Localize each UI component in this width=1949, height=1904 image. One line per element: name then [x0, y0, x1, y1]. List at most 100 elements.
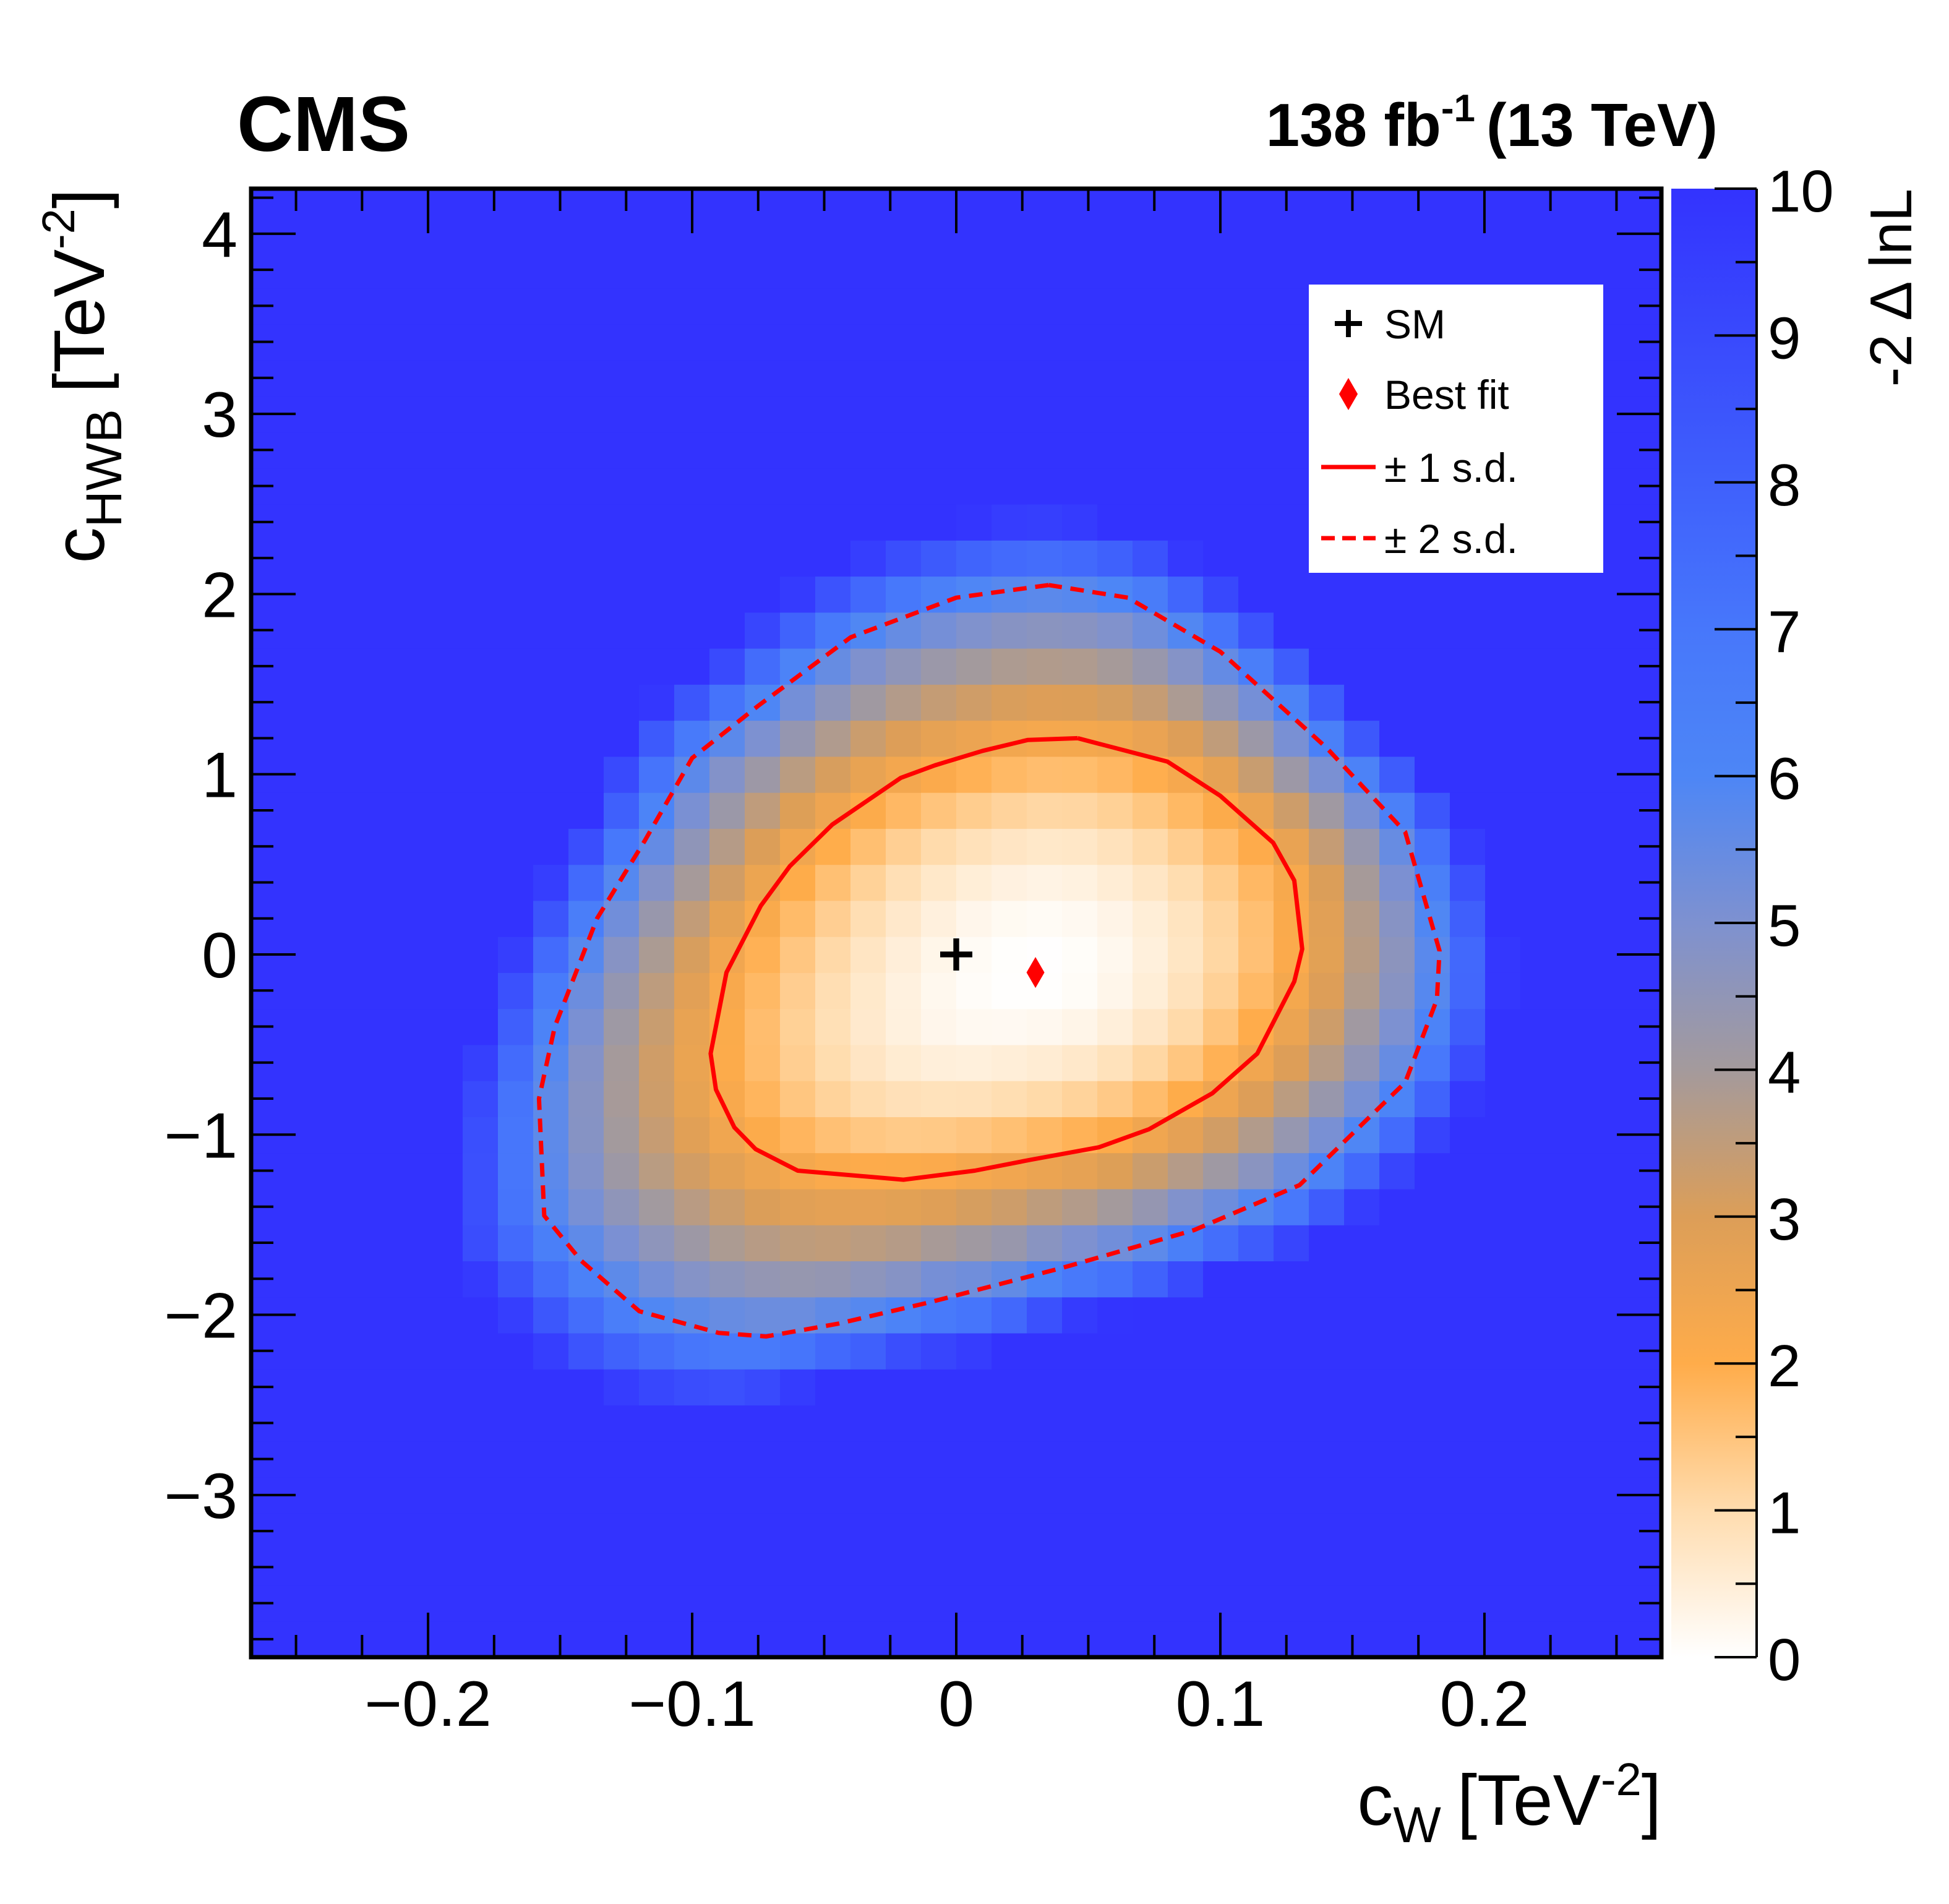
heatmap-cell: [427, 720, 463, 757]
heatmap-cell: [1485, 648, 1521, 685]
heatmap-cell: [1274, 792, 1309, 829]
heatmap-cell: [674, 252, 710, 289]
heatmap-cell: [1309, 792, 1345, 829]
heatmap-cell: [1485, 252, 1521, 289]
heatmap-cell: [1309, 1477, 1345, 1514]
heatmap-cell: [1238, 720, 1274, 757]
heatmap-cell: [1274, 648, 1309, 685]
heatmap-cell: [604, 540, 640, 577]
heatmap-cell: [1591, 1224, 1627, 1261]
heatmap-cell: [463, 864, 499, 901]
heatmap-cell: [1168, 648, 1204, 685]
heatmap-cell: [780, 1188, 816, 1225]
heatmap-cell: [1450, 1224, 1486, 1261]
heatmap-cell: [921, 1297, 957, 1334]
heatmap-cell: [850, 720, 886, 757]
heatmap-cell: [1133, 189, 1168, 217]
heatmap-cell: [780, 1585, 816, 1622]
heatmap-cell: [463, 468, 499, 505]
heatmap-cell: [1062, 189, 1098, 217]
heatmap-cell: [1591, 900, 1627, 937]
heatmap-cell: [1168, 359, 1204, 397]
heatmap-cell: [1379, 215, 1415, 252]
heatmap-cell: [1450, 1585, 1486, 1622]
heatmap-cell: [498, 215, 534, 252]
heatmap-cell: [533, 1549, 569, 1586]
heatmap-cell: [1450, 1368, 1486, 1405]
heatmap-cell: [604, 1080, 640, 1117]
x-tick-label: 0.2: [1440, 1668, 1530, 1740]
heatmap-cell: [709, 1224, 745, 1261]
heatmap-cell: [1062, 252, 1098, 289]
heatmap-cell: [533, 189, 569, 217]
heatmap-cell: [850, 1117, 886, 1154]
heatmap-cell: [1379, 1224, 1415, 1261]
heatmap-cell: [1203, 1332, 1239, 1370]
heatmap-cell: [1379, 1008, 1415, 1045]
heatmap-cell: [1062, 1044, 1098, 1081]
heatmap-cell: [1168, 900, 1204, 937]
heatmap-cell: [674, 468, 710, 505]
heatmap-cell: [357, 324, 393, 361]
heatmap-cell: [533, 1513, 569, 1550]
heatmap-cell: [886, 828, 922, 865]
heatmap-cell: [1520, 936, 1556, 973]
heatmap-cell: [1062, 756, 1098, 793]
heatmap-cell: [992, 540, 1027, 577]
heatmap-cell: [322, 1297, 358, 1334]
heatmap-cell: [709, 324, 745, 361]
heatmap-cell: [1238, 468, 1274, 505]
heatmap-cell: [498, 864, 534, 901]
heatmap-cell: [709, 1513, 745, 1550]
heatmap-cell: [921, 1585, 957, 1622]
heatmap-cell: [1450, 864, 1486, 901]
heatmap-cell: [1133, 720, 1168, 757]
heatmap-cell: [745, 1297, 781, 1334]
heatmap-cell: [1591, 720, 1627, 757]
heatmap-cell: [815, 288, 851, 325]
heatmap-cell: [674, 324, 710, 361]
heatmap-cell: [498, 1368, 534, 1405]
heatmap-cell: [815, 252, 851, 289]
heatmap-cell: [1485, 1117, 1521, 1154]
heatmap-cell: [1309, 1080, 1345, 1117]
heatmap-cell: [604, 1332, 640, 1370]
heatmap-cell: [850, 359, 886, 397]
heatmap-cell: [1097, 215, 1133, 252]
heatmap-cell: [850, 1477, 886, 1514]
heatmap-cell: [992, 1224, 1027, 1261]
heatmap-cell: [956, 1261, 992, 1298]
heatmap-cell: [780, 359, 816, 397]
heatmap-cell: [1450, 1008, 1486, 1045]
heatmap-cell: [1556, 1117, 1591, 1154]
heatmap-cell: [850, 936, 886, 973]
heatmap-cell: [1027, 324, 1063, 361]
heatmap-cell: [604, 324, 640, 361]
heatmap-cell: [1062, 288, 1098, 325]
heatmap-cell: [639, 828, 675, 865]
heatmap-cell: [1379, 1332, 1415, 1370]
heatmap-cell: [286, 1585, 322, 1622]
heatmap-cell: [780, 396, 816, 433]
heatmap-cell: [956, 1441, 992, 1478]
heatmap-cell: [780, 215, 816, 252]
heatmap-cell: [639, 1585, 675, 1622]
heatmap-cell: [1274, 504, 1309, 541]
heatmap-cell: [815, 972, 851, 1010]
heatmap-cell: [1591, 189, 1627, 217]
y-axis-ticks: −3 −2 −1 0 1 2 3 4: [164, 196, 1661, 1640]
heatmap-cell: [1203, 684, 1239, 721]
heatmap-cell: [1274, 900, 1309, 937]
heatmap-cell: [357, 1080, 393, 1117]
heatmap-cell: [1133, 1585, 1168, 1622]
heatmap-cell: [992, 359, 1027, 397]
heatmap-cell: [1168, 215, 1204, 252]
heatmap-cell: [1062, 1621, 1098, 1657]
heatmap-cell: [1027, 1621, 1063, 1657]
heatmap-cell: [1450, 1405, 1486, 1442]
heatmap-cell: [1450, 576, 1486, 613]
heatmap-cell: [992, 1441, 1027, 1478]
heatmap-cell: [956, 648, 992, 685]
heatmap-cell: [992, 1152, 1027, 1190]
heatmap-cell: [392, 972, 428, 1010]
